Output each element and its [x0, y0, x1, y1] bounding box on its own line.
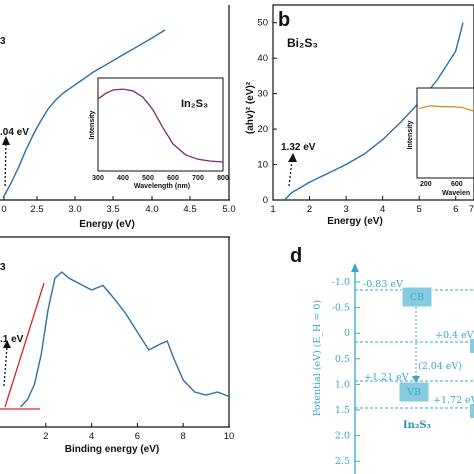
panel-a-x-tick-label: 2.5 — [30, 204, 43, 215]
panel-a-x-tick-label: 4.0 — [145, 204, 158, 215]
panel-a-inset-label: In₂S₃ — [181, 98, 208, 110]
panel-b-x-tick-label: 1 — [270, 204, 275, 215]
panel-a-x-tick-label: 3.5 — [106, 204, 119, 215]
panel-a-inset: 300 400 500 600 700 800 In₂S₃ Wavelength (nm)… — [89, 77, 229, 190]
panel-a-inset-tick-label: 400 — [117, 175, 129, 182]
panel-b-ylabel: (ahv)² (eV)² — [245, 81, 256, 134]
panel-c-x-tick-label: 4 — [89, 431, 94, 442]
panel-d-y-tick-label: -1.0 — [332, 277, 350, 288]
panel-b-label: b — [278, 9, 290, 31]
panel-c-title: 3 — [0, 262, 6, 273]
panel-b-x-tick-label: 7 — [469, 204, 474, 215]
panel-c-series — [20, 271, 230, 408]
panel-d-label: d — [290, 245, 302, 267]
panel-b-inset-series — [418, 105, 474, 112]
panel-a-x-tick-label: 3.0 — [68, 204, 81, 215]
panel-b-arrowhead — [288, 153, 297, 162]
panel-b-material-label: Bi₂S₃ — [287, 36, 318, 50]
panel-a-inset-series — [97, 88, 224, 163]
panel-b-xlabel: Energy (eV) — [327, 216, 383, 227]
panel-a-series — [2, 29, 166, 199]
panel-b-inset-tick-600: 600 — [451, 181, 463, 188]
panel-a-inset-tick-label: 600 — [167, 175, 179, 182]
panel-b-x-tick-label: 2 — [307, 204, 312, 215]
panel-d-gap-arrowhead — [412, 376, 420, 383]
panel-c-x-tick-label: 10 — [224, 431, 235, 442]
panel-d-material: In₂S₃ — [403, 420, 431, 431]
panel-a-inset-xlabel: Wavelength (nm) — [134, 183, 190, 190]
panel-a: 0 2.5 3.0 3.5 4.0 4.5 5.0 3 .04 eV Energy (eV)… — [0, 5, 236, 230]
panel-d-y-tick-label: 1.5 — [335, 405, 350, 416]
panel-d-y-tick-label: 2.0 — [335, 431, 350, 442]
panel-a-title: 3 — [0, 36, 6, 47]
panel-d-y-tick-label: -0.5 — [332, 303, 350, 314]
panel-d-y-tick-label: 2.5 — [335, 456, 350, 467]
panel-d-y-tick-label: 0 — [344, 328, 350, 339]
panel-d-cb-value: -0.83 eV — [363, 279, 403, 290]
panel-c-x-tick-label: 2 — [43, 431, 48, 442]
panel-d-vb-label: VB — [406, 387, 421, 398]
panel-b-inset-tick-200: 200 — [420, 181, 432, 188]
panel-b-inset-xlabel: Wavelen — [442, 190, 470, 197]
panel-c-arrowhead — [3, 340, 11, 348]
panel-a-xlabel: Energy (eV) — [79, 219, 135, 230]
panel-d-vb-value: +1.21 eV — [364, 372, 409, 383]
panel-a-x-tick-label: 0 — [1, 204, 6, 215]
panel-b-x-tick-label: 5 — [417, 204, 422, 215]
panel-d-cb-box — [401, 286, 433, 308]
panel-b-y-tick-label: 40 — [257, 53, 268, 64]
panel-c-xlabel: Binding energy (eV) — [65, 444, 159, 455]
panel-a-inset-tick-label: 300 — [92, 175, 104, 182]
panel-a-inset-ylabel: Intensity — [89, 111, 96, 140]
panel-d: d Potential (eV) (E_H = 0) -1.0 -0.5 0 0.5 1… — [290, 245, 474, 474]
panel-c-arrow — [3, 346, 8, 387]
panel-a-arrow — [4, 141, 7, 187]
panel-b-x-tick-label: 6 — [453, 204, 458, 215]
panel-d-y-tick-label: 0.5 — [335, 354, 350, 365]
panel-a-arrowhead — [2, 136, 10, 145]
panel-b-inset: 200 600 Wavelen Intensity — [407, 87, 474, 197]
panel-b-x-tick-label: 3 — [343, 204, 348, 215]
panel-d-right-cb-box — [470, 339, 474, 353]
panel-c-x-tick-label: 6 — [135, 431, 140, 442]
panel-a-inset-tick-label: 800 — [217, 175, 229, 182]
panel-c-fit-line — [4, 282, 45, 408]
panel-d-cb-label: CB — [410, 292, 424, 303]
panel-b-y-tick-label: 0 — [263, 195, 268, 206]
panel-d-gap-value: (2.04 eV) — [418, 361, 462, 372]
panel-b-series — [284, 22, 464, 201]
panel-b-arrow — [288, 159, 293, 187]
panel-b-inset-ylabel: Intensity — [407, 121, 414, 150]
panel-b-y-tick-label: 30 — [257, 89, 268, 100]
panel-d-right-vb-value: +1.72 eV — [433, 395, 474, 406]
panel-a-inset-tick-label: 500 — [142, 175, 154, 182]
panel-b-annotation: 1.32 eV — [281, 142, 316, 153]
panel-c-x-tick-label: 8 — [181, 431, 186, 442]
panel-d-axis-title: Potential (eV) (E_H = 0) — [312, 300, 323, 416]
panel-b-y-tick-label: 10 — [257, 160, 268, 171]
panel-c-annotation: .1 eV — [0, 334, 24, 345]
panel-b-y-tick-label: 20 — [257, 124, 268, 135]
panel-d-right-vb-box — [470, 404, 474, 418]
panel-b-x-tick-label: 4 — [380, 204, 385, 215]
panel-c: 2 4 6 8 10 3 .1 eV Binding energy (eV) — [0, 236, 235, 455]
panel-a-annotation: .04 eV — [0, 127, 29, 138]
panel-d-axis-arrow — [351, 263, 359, 272]
panel-a-x-tick-label: 5.0 — [222, 204, 235, 215]
panel-a-inset-tick-label: 700 — [192, 175, 204, 182]
panel-d-vb-box — [398, 381, 430, 403]
panel-a-x-tick-label: 4.5 — [183, 204, 196, 215]
panel-b-y-tick-label: 50 — [257, 18, 268, 29]
panel-d-y-tick-label: 1.0 — [335, 379, 350, 390]
panel-d-right-cb-value: +0.4 eV — [435, 330, 474, 341]
